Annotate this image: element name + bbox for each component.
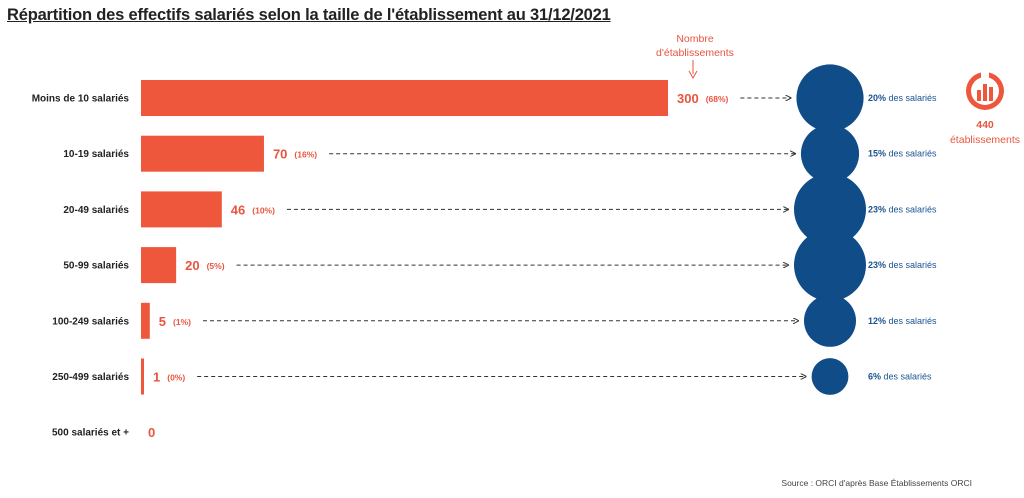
category-label: 500 salariés et + <box>52 428 129 439</box>
salaries-bubble <box>803 294 857 347</box>
percent-label: (1%) <box>173 317 191 327</box>
bar <box>141 302 150 339</box>
salaries-bubble <box>794 229 866 302</box>
labels-layer: Moins de 10 salariés 300 (68%) 10-19 salari… <box>32 91 729 440</box>
bar <box>141 135 264 172</box>
circles-layer: 20% des salariés 15% des salariés 23% des … <box>794 64 937 395</box>
value-label: 5 <box>159 314 166 329</box>
salaries-bubble <box>796 64 864 132</box>
total-value: 440 <box>976 119 994 131</box>
bar <box>141 191 222 228</box>
total-label: établissements <box>949 134 1021 146</box>
value-label: 0 <box>148 425 155 440</box>
category-label: 10-19 salariés <box>63 149 129 160</box>
chart-title: Répartition des effectifs salariés selon… <box>7 6 611 24</box>
bar <box>141 80 668 116</box>
category-label: 100-249 salariés <box>52 316 129 327</box>
salaries-bubble <box>794 173 866 246</box>
salaries-label: 23% des salariés <box>868 204 937 214</box>
salaries-label: 15% des salariés <box>868 149 937 159</box>
value-label: 46 <box>231 202 245 217</box>
salaries-label: 20% des salariés <box>868 93 937 103</box>
value-label: 1 <box>153 370 160 385</box>
percent-label: (5%) <box>207 261 225 271</box>
bar <box>141 247 177 284</box>
category-label: Moins de 10 salariés <box>32 94 130 105</box>
bars-layer <box>141 80 668 395</box>
salaries-label: 12% des salariés <box>868 316 937 326</box>
value-label: 20 <box>185 258 199 273</box>
salaries-bubble <box>811 358 849 395</box>
annotation-line-1: Nombre <box>676 33 714 45</box>
category-label: 50-99 salariés <box>63 261 129 272</box>
annotation-label: Nombre d'établissements <box>640 33 750 60</box>
annotation-line-2: d'établissements <box>656 46 734 59</box>
arrows-layer <box>197 98 805 377</box>
percent-label: (10%) <box>252 205 275 215</box>
salaries-bubble <box>800 124 860 183</box>
category-label: 20-49 salariés <box>63 205 129 216</box>
percent-label: (0%) <box>167 373 185 383</box>
source-note: Source : ORCI d'après Base Établissement… <box>781 478 972 488</box>
value-label: 70 <box>273 147 287 162</box>
percent-label: (16%) <box>294 150 317 160</box>
category-label: 250-499 salariés <box>52 372 129 383</box>
bar <box>141 358 144 395</box>
percent-label: (68%) <box>706 94 729 104</box>
salaries-label: 23% des salariés <box>868 260 937 270</box>
salaries-label: 6% des salariés <box>868 372 932 382</box>
annotation-arrowhead <box>688 70 698 80</box>
building-chart-icon <box>966 69 1004 110</box>
value-label: 300 <box>677 91 699 106</box>
